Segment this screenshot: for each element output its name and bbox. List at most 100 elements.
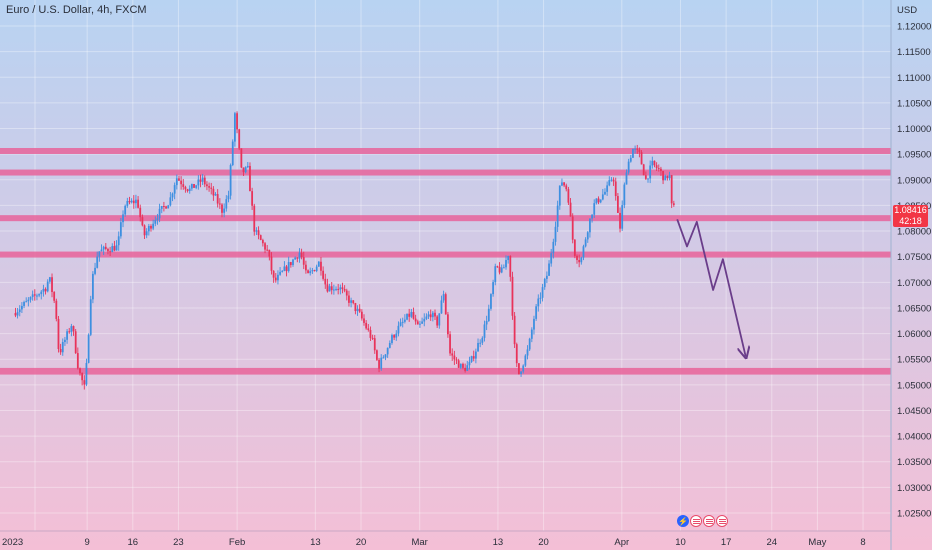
candle-body <box>145 231 148 236</box>
candle-body <box>662 171 664 181</box>
candle-body <box>266 249 269 251</box>
candle-body <box>147 225 150 232</box>
candle-body <box>632 148 634 158</box>
candle-body <box>113 246 116 251</box>
candle-body <box>225 199 228 209</box>
candle-body <box>352 300 355 304</box>
candle-body <box>627 161 630 173</box>
candle-body <box>490 294 492 309</box>
candle-body <box>193 183 195 188</box>
last-price-label: 1.08416 42:18 <box>893 205 928 227</box>
candle-body <box>522 365 525 372</box>
candle-body <box>472 356 475 359</box>
candle-body <box>373 338 376 351</box>
candle-body <box>294 257 297 260</box>
candle-body <box>539 297 542 299</box>
candle-body <box>171 193 174 198</box>
candle-body <box>119 222 122 237</box>
candle-body <box>292 259 294 266</box>
candle-body <box>94 267 96 274</box>
candle-body <box>285 266 288 272</box>
candle-body <box>218 203 221 205</box>
candle-body <box>91 273 94 300</box>
time-tick-label: 8 <box>860 537 865 548</box>
candle-body <box>576 255 578 261</box>
event-icons: ⚡ <box>677 515 728 527</box>
candle-body <box>438 313 441 326</box>
price-axis[interactable]: 1.12000 1.11500 1.11000 1.10500 1.10000 1.095… <box>897 22 931 520</box>
candle-body <box>625 172 628 185</box>
candle-body <box>281 270 284 272</box>
candle-body <box>492 282 494 295</box>
candle-body <box>169 197 172 206</box>
candle-body <box>642 164 645 176</box>
candle-body <box>249 165 251 192</box>
candle-body <box>197 179 200 186</box>
candle-body <box>421 321 423 324</box>
projection-arrow <box>676 218 746 356</box>
candle-body <box>416 321 419 325</box>
candle-body <box>115 245 118 251</box>
candle-body <box>470 356 473 362</box>
candle-body <box>591 214 593 219</box>
candle-body <box>554 226 557 242</box>
candle-body <box>324 278 327 285</box>
us-flag-icon[interactable] <box>703 515 715 527</box>
lightning-icon[interactable]: ⚡ <box>677 515 689 527</box>
candle-body <box>672 203 675 205</box>
candle-body <box>466 365 469 371</box>
candle-body <box>100 249 103 252</box>
candle-body <box>61 342 64 353</box>
candle-body <box>526 349 529 356</box>
candle-body <box>343 289 346 291</box>
candle-body <box>425 316 428 319</box>
candle-body <box>638 149 641 153</box>
us-flag-icon[interactable] <box>716 515 728 527</box>
symbol-title[interactable]: Euro / U.S. Dollar, 4h, FXCM <box>6 4 147 16</box>
candle-body <box>315 266 318 272</box>
candle-body <box>199 179 202 182</box>
candle-body <box>268 249 271 257</box>
candle-body <box>18 309 21 313</box>
candle-body <box>201 177 204 182</box>
candle-body <box>578 260 581 263</box>
candle-body <box>188 188 191 192</box>
candle-body <box>528 338 531 350</box>
time-tick-label: Feb <box>229 537 245 548</box>
us-flag-icon[interactable] <box>690 515 702 527</box>
candle-body <box>150 225 152 229</box>
candle-body <box>518 363 520 375</box>
candle-body <box>459 363 462 368</box>
candle-body <box>589 218 591 233</box>
time-axis[interactable]: 2023 9 16 23 Feb 13 20 Mar 13 20 Apr 10 17 24 May 8 <box>2 537 866 548</box>
candle-body <box>143 225 146 236</box>
candle-body <box>320 261 322 271</box>
candle-body <box>345 290 348 296</box>
candle-body <box>305 264 307 271</box>
candle-body <box>660 168 662 172</box>
candle-body <box>655 165 658 169</box>
candle-body <box>606 185 609 192</box>
candle-body <box>451 353 454 356</box>
candle-body <box>139 207 142 218</box>
candle-body <box>227 195 230 200</box>
candle-body <box>68 331 71 333</box>
resistance-support-zone <box>0 169 891 176</box>
price-tick-label: 1.10000 <box>897 124 931 135</box>
candle-body <box>408 313 411 317</box>
candle-body <box>513 315 516 345</box>
candle-body <box>455 359 458 361</box>
candle-body <box>382 357 385 359</box>
candle-body <box>53 292 56 301</box>
candle-body <box>31 294 34 298</box>
resistance-support-zone <box>0 251 891 258</box>
candle-body <box>335 288 337 290</box>
candle-body <box>371 337 374 339</box>
candle-body <box>419 323 421 325</box>
candle-body <box>571 216 574 240</box>
candle-body <box>505 260 507 268</box>
candle-body <box>449 334 451 354</box>
candle-body <box>255 230 258 232</box>
